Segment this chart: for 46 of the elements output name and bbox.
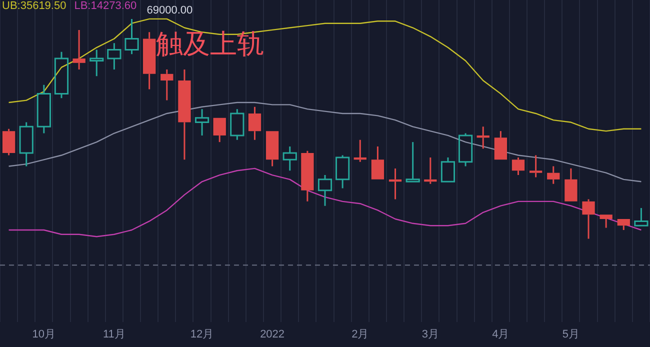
candlestick	[406, 141, 420, 182]
candlestick	[124, 18, 139, 55]
candlestick	[582, 198, 595, 240]
candlestick	[248, 106, 262, 141]
x-tick-label: 11月	[102, 328, 126, 340]
candlestick	[529, 154, 542, 178]
candlestick	[282, 146, 297, 172]
x-tick-label: 5月	[562, 328, 580, 340]
x-tick-label: 3月	[422, 328, 439, 340]
candlestick	[143, 31, 156, 90]
candlestick	[512, 156, 525, 176]
candlestick	[634, 207, 648, 226]
candlestick	[54, 51, 69, 99]
candlestick	[564, 168, 578, 202]
candlestick	[494, 130, 507, 160]
candlestick	[36, 84, 51, 134]
candlestick	[388, 168, 402, 200]
candlestick	[194, 108, 210, 136]
candlestick	[301, 150, 314, 202]
annotation: 触及上轨	[156, 28, 264, 61]
candlestick	[547, 165, 560, 185]
candlestick	[335, 154, 350, 189]
candlestick	[213, 118, 226, 143]
candlestick	[371, 146, 384, 180]
candlestick	[266, 131, 279, 167]
x-tick-label: 12月	[190, 328, 214, 340]
x-tick-label: 2月	[352, 328, 369, 340]
candlestick	[72, 29, 86, 70]
candlestick	[90, 48, 104, 77]
annotation: 69000.00	[146, 4, 193, 16]
x-tick-label: 10月	[32, 328, 56, 340]
candlestick	[19, 122, 34, 167]
candlestick	[476, 126, 490, 150]
candlestick	[617, 219, 630, 231]
candlestick	[2, 128, 16, 156]
candlestick	[600, 214, 612, 229]
candlestick	[160, 68, 174, 102]
text: LB:14273.60	[74, 0, 137, 12]
candlestick	[318, 174, 332, 207]
candlestick	[354, 139, 366, 163]
candlestick	[424, 156, 437, 185]
candlestick	[178, 68, 191, 160]
x-tick-label: 4月	[492, 328, 510, 340]
x-tick-label: 2022	[260, 328, 285, 340]
candlestick	[107, 42, 122, 70]
text: UB:35619.50	[2, 0, 66, 12]
